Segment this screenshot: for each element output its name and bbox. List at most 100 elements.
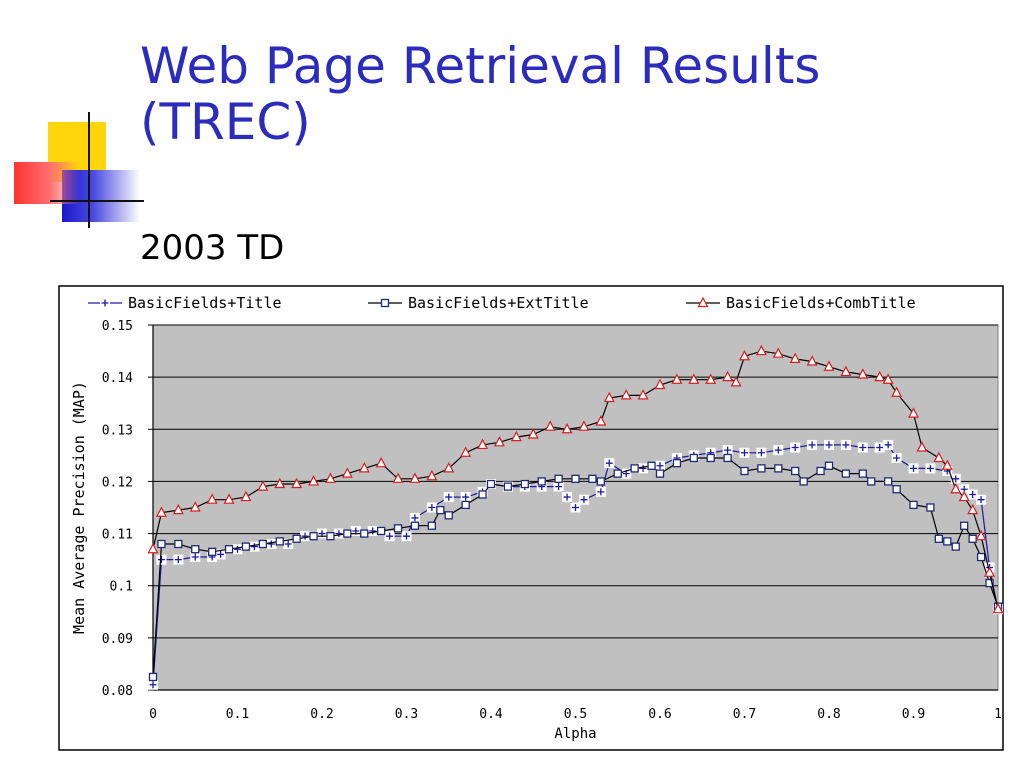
x-tick-label: 0.3 <box>395 707 418 722</box>
decor-vertical-line <box>88 112 90 228</box>
triangle-marker <box>595 415 607 426</box>
triangle-marker <box>189 501 201 512</box>
plus-marker <box>460 492 471 503</box>
decor-horizontal-line <box>50 200 144 202</box>
plus-marker <box>100 298 110 308</box>
plus-marker <box>173 554 184 565</box>
plus-marker <box>638 463 649 474</box>
square-marker <box>503 482 513 491</box>
triangle-marker <box>772 347 784 358</box>
plus-marker <box>739 447 750 458</box>
square-marker <box>926 503 935 512</box>
plus-marker <box>807 439 818 450</box>
square-marker <box>537 477 546 486</box>
square-marker <box>174 539 183 549</box>
plus-marker <box>156 554 167 565</box>
square-marker <box>706 453 715 463</box>
square-marker <box>258 539 268 549</box>
plus-marker <box>426 502 437 513</box>
triangle-marker <box>882 373 894 384</box>
square-marker <box>410 521 420 530</box>
triangle-marker <box>527 428 539 439</box>
plus-marker <box>883 439 894 450</box>
triangle-marker <box>578 420 590 431</box>
square-marker <box>588 474 597 483</box>
decor-red-square <box>14 162 80 204</box>
square-marker <box>647 461 656 470</box>
square-marker <box>613 469 622 478</box>
y-axis-label: Mean Average Precision (MAP) <box>70 381 88 634</box>
square-marker <box>292 534 301 543</box>
plus-marker <box>562 492 573 503</box>
triangle-marker <box>510 430 522 442</box>
plus-marker <box>190 552 201 563</box>
triangle-marker <box>477 438 489 450</box>
plus-marker <box>570 502 581 513</box>
triangle-marker <box>358 462 370 473</box>
triangle-marker <box>426 469 438 481</box>
x-tick-label: 0.5 <box>564 707 587 722</box>
plus-marker <box>655 460 665 471</box>
square-marker <box>655 469 665 478</box>
square-marker <box>976 552 986 562</box>
x-tick-label: 0.8 <box>817 707 840 722</box>
x-tick-label: 0.4 <box>479 707 503 722</box>
plus-marker <box>266 539 277 549</box>
square-marker <box>774 464 783 473</box>
triangle-marker <box>730 376 742 387</box>
triangle-marker <box>291 477 303 489</box>
tick-labels: 0.08 0.09 0.1 0.11 0.12 0.13 0.14 0.15 0 0.1 0.2 0.… <box>102 319 1002 722</box>
slide-title-line2: (TREC) <box>140 93 311 151</box>
x-tick-label: 1 <box>994 707 1002 722</box>
square-marker <box>326 532 335 541</box>
plus-marker <box>604 458 615 469</box>
square-marker <box>824 461 834 470</box>
series-line <box>152 350 999 610</box>
triangle-marker <box>891 386 903 397</box>
square-marker <box>444 511 453 520</box>
triangle-marker <box>409 472 421 483</box>
square-marker <box>791 466 800 476</box>
square-marker <box>672 459 682 468</box>
triangle-marker <box>958 490 970 502</box>
x-tick-label: 0.7 <box>733 707 756 722</box>
plus-marker <box>908 463 919 474</box>
map-line-chart: 0.08 0.09 0.1 0.11 0.12 0.13 0.14 0.15 0 0.1 0.2 0.… <box>58 285 1004 751</box>
x-axis-label: Alpha <box>554 726 596 742</box>
triangle-marker <box>933 451 945 463</box>
triangle-marker <box>240 490 252 502</box>
triangle-marker <box>806 355 818 366</box>
plus-marker <box>148 679 158 690</box>
square-marker <box>985 578 994 588</box>
series-3 <box>147 344 1004 614</box>
square-marker <box>867 477 876 486</box>
legend-item: BasicFields+ExtTitle <box>368 294 589 312</box>
triangle-marker <box>671 373 683 384</box>
square-marker <box>360 529 369 538</box>
square-marker <box>689 453 698 463</box>
square-marker <box>571 474 580 483</box>
triangle-marker <box>840 365 852 377</box>
triangle-marker <box>308 475 320 486</box>
legend: BasicFields+Title BasicFields+ExtTitle Bas… <box>88 294 916 312</box>
triangle-marker <box>561 423 573 434</box>
square-marker <box>224 545 234 554</box>
triangle-marker <box>155 506 167 517</box>
triangle-marker <box>739 350 750 361</box>
square-marker <box>960 521 969 530</box>
square-marker <box>723 453 732 463</box>
square-marker <box>380 298 390 308</box>
plus-marker <box>317 528 327 539</box>
triangle-marker <box>975 529 987 541</box>
triangle-marker <box>654 378 666 390</box>
x-tick-label: 0.2 <box>310 707 333 722</box>
triangle-marker <box>460 446 472 457</box>
legend-label: BasicFields+ExtTitle <box>408 294 589 312</box>
y-tick-label: 0.13 <box>102 423 133 438</box>
plus-marker <box>384 531 395 542</box>
triangle-marker <box>274 477 286 489</box>
axes <box>148 324 998 691</box>
legend-item: BasicFields+Title <box>88 294 282 312</box>
triangle-marker <box>493 436 505 447</box>
triangle-marker <box>857 368 869 379</box>
